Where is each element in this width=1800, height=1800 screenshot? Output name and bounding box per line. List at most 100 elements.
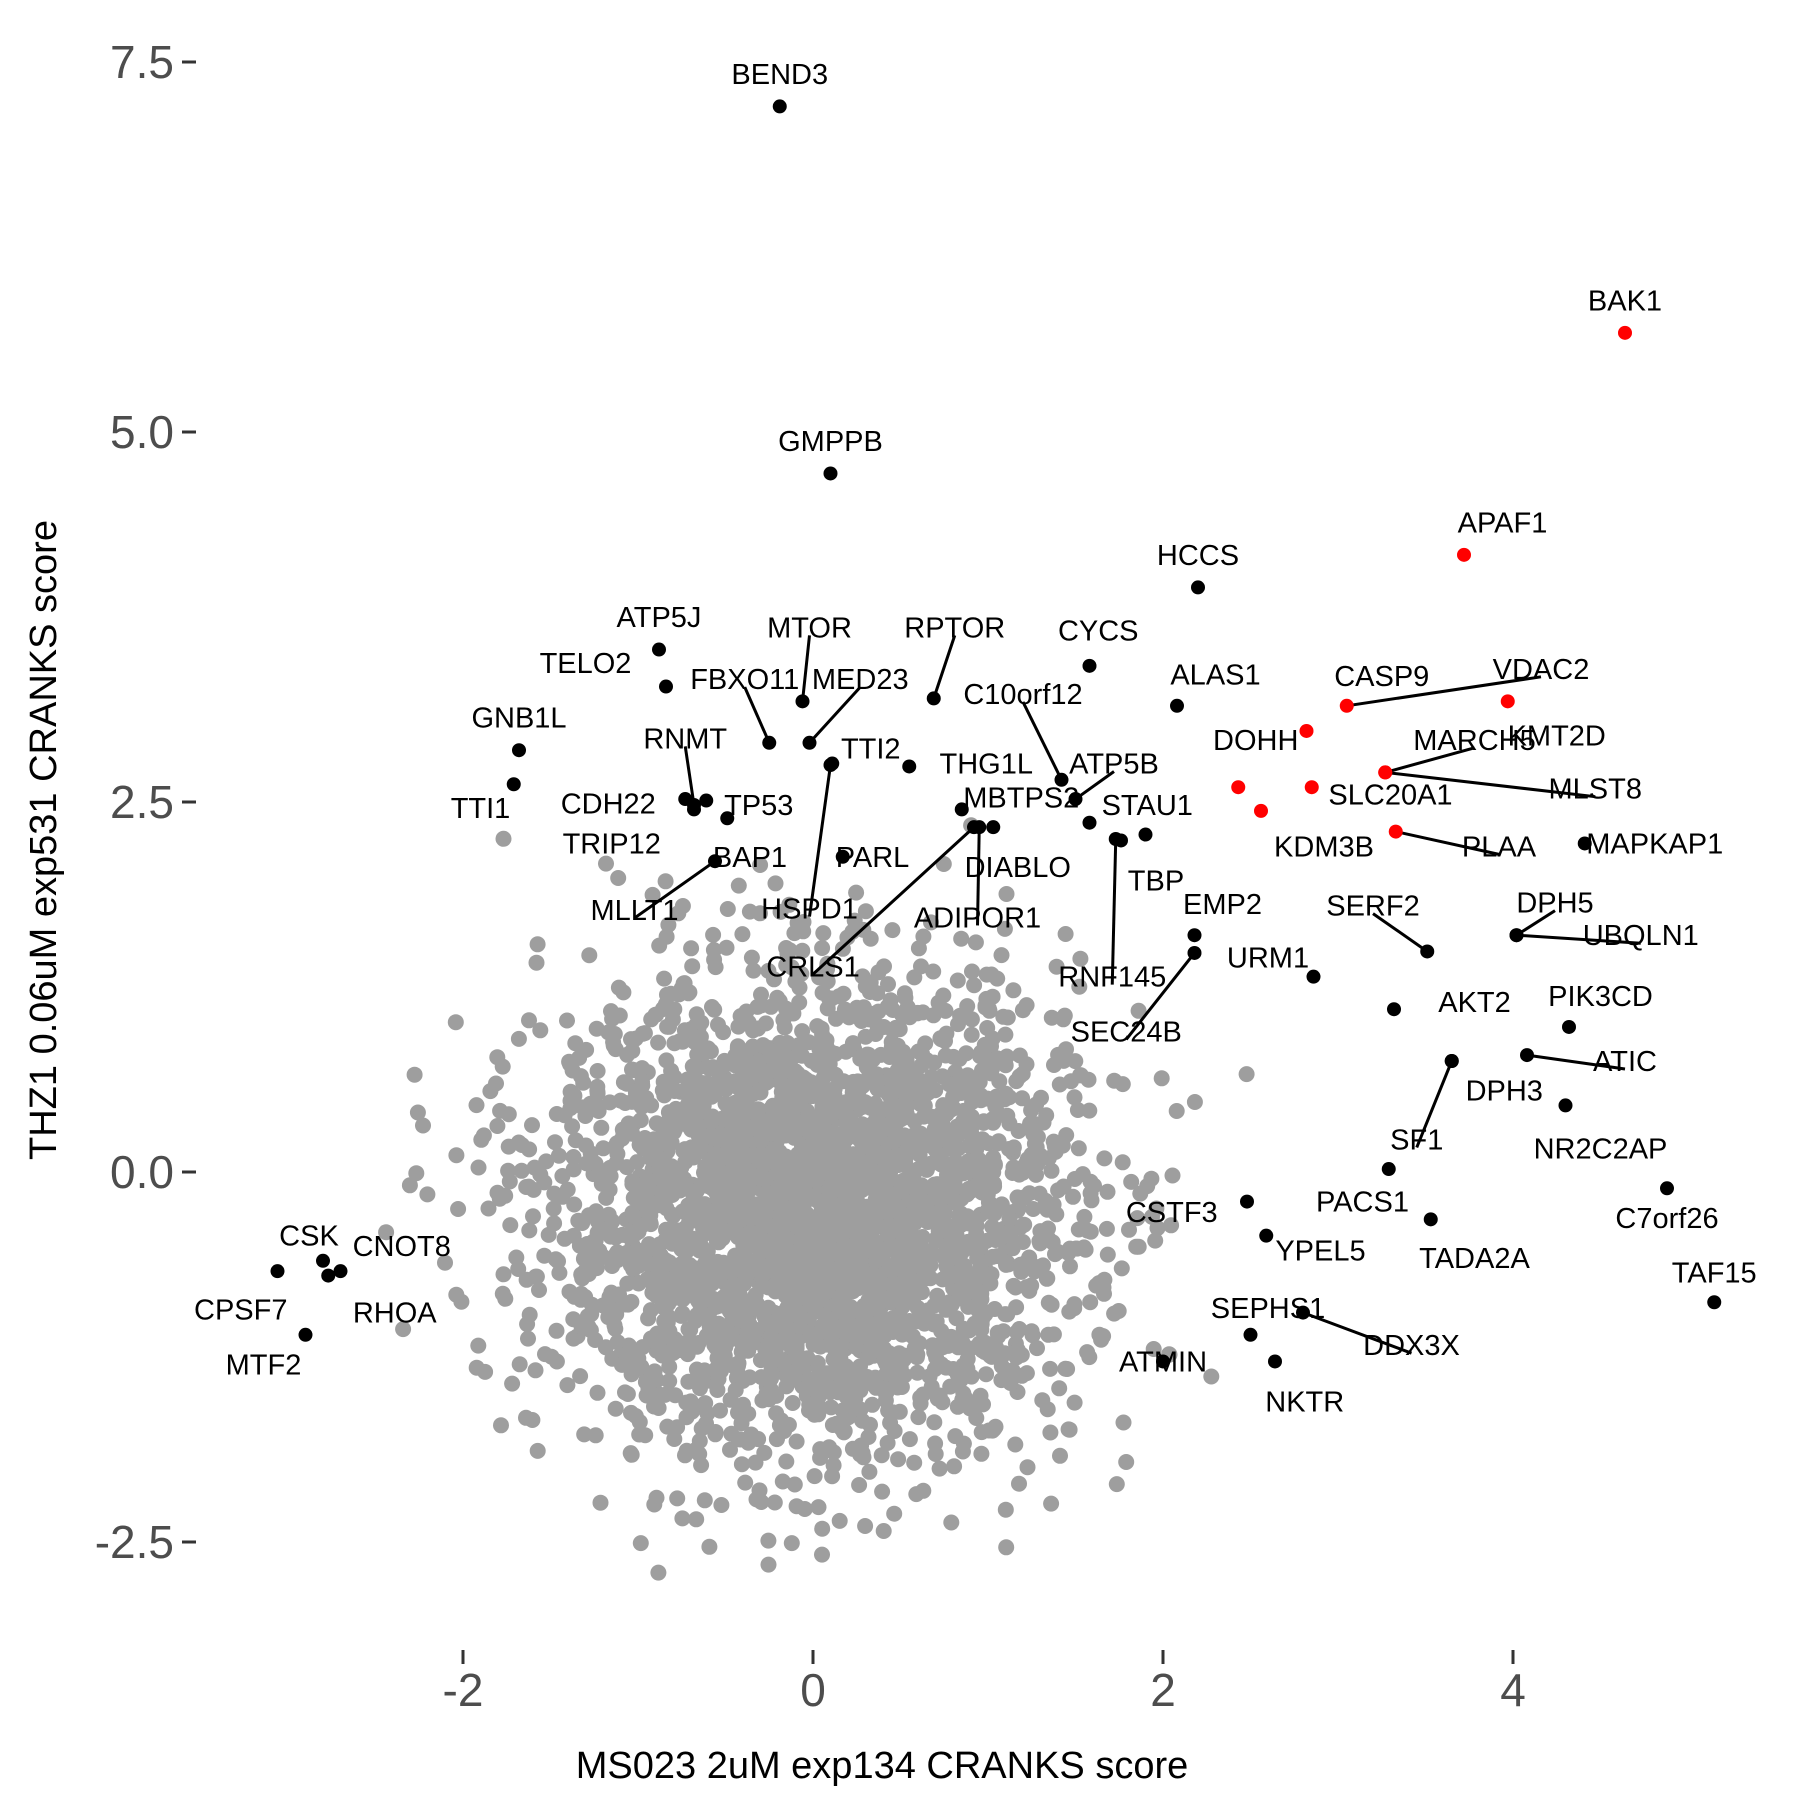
background-point: [909, 1346, 926, 1363]
background-point: [1108, 1476, 1125, 1493]
background-point: [760, 1532, 777, 1549]
background-point: [844, 1440, 861, 1457]
background-point: [822, 1130, 838, 1147]
background-point: [1018, 1056, 1035, 1073]
background-point: [923, 914, 939, 931]
x-tick-label: 4: [1500, 1664, 1526, 1716]
point-ypel5: [1259, 1228, 1274, 1243]
background-point: [785, 1265, 802, 1282]
background-point: [721, 1146, 738, 1163]
background-point: [730, 877, 747, 894]
background-point: [450, 1201, 467, 1217]
background-point: [661, 1373, 678, 1390]
background-point: [620, 1115, 637, 1132]
background-point: [932, 1336, 949, 1353]
point-sf1: [1444, 1054, 1459, 1068]
background-point: [702, 1043, 719, 1060]
background-point: [890, 1451, 907, 1468]
background-point: [860, 1429, 877, 1445]
background-point: [617, 1095, 634, 1111]
background-point: [619, 1244, 635, 1261]
background-point: [415, 1117, 431, 1134]
point-cdh22: [678, 792, 693, 807]
background-point: [470, 1159, 487, 1176]
background-point: [419, 1186, 436, 1203]
background-point: [831, 1512, 848, 1529]
label-bap1: BAP1: [713, 842, 787, 874]
label-mtf2: MTF2: [226, 1349, 302, 1381]
background-point: [880, 976, 896, 993]
background-point: [663, 1062, 680, 1079]
background-point: [527, 1362, 544, 1379]
background-point: [892, 1236, 908, 1253]
background-point: [703, 1129, 720, 1145]
background-point: [933, 1128, 950, 1145]
background-point: [825, 1241, 842, 1258]
y-tick-label: 7.5: [110, 36, 174, 88]
background-point: [869, 1066, 885, 1083]
background-point: [767, 1219, 784, 1235]
background-point: [820, 1108, 837, 1125]
background-point: [604, 1225, 621, 1242]
background-point: [508, 1249, 525, 1266]
x-tick-label: 2: [1150, 1664, 1176, 1716]
background-point: [1014, 1090, 1031, 1107]
background-point: [987, 1232, 1004, 1248]
background-point: [999, 1009, 1016, 1026]
background-point: [784, 1175, 801, 1192]
background-point: [979, 1020, 996, 1036]
background-point: [819, 1283, 836, 1300]
background-point: [638, 1185, 655, 1202]
background-point: [823, 1399, 840, 1416]
label-cnot8: CNOT8: [353, 1231, 451, 1263]
background-point: [504, 1375, 521, 1392]
background-point: [776, 1019, 793, 1036]
leader-sec24b: [1125, 952, 1196, 1041]
background-point: [619, 1275, 636, 1292]
background-point: [692, 1028, 709, 1045]
background-point: [1072, 950, 1089, 967]
background-point: [619, 1046, 636, 1063]
point-bend3: [772, 99, 787, 114]
background-point: [1129, 1210, 1146, 1227]
background-point: [926, 1297, 943, 1314]
background-point: [840, 1126, 857, 1143]
background-point: [802, 1138, 818, 1155]
background-point: [938, 1025, 955, 1042]
label-mapkap1: MAPKAP1: [1586, 828, 1723, 860]
label-apaf1: APAF1: [1458, 507, 1548, 539]
point-atp5j: [652, 642, 666, 657]
background-point: [903, 1253, 919, 1270]
background-point: [955, 1435, 972, 1452]
background-point: [583, 1306, 600, 1323]
label-atp5b: ATP5B: [1069, 749, 1159, 781]
background-point: [1040, 1294, 1057, 1311]
point-crls1: [967, 820, 981, 835]
background-point: [634, 1077, 651, 1094]
background-point: [406, 1066, 423, 1083]
background-point: [848, 884, 865, 901]
background-point: [610, 870, 627, 886]
background-point: [884, 922, 901, 939]
background-point: [1123, 1173, 1140, 1190]
point-cnot8: [333, 1264, 348, 1279]
background-point: [967, 934, 984, 951]
leader-med23: [808, 686, 862, 744]
background-point: [1238, 1066, 1255, 1083]
background-point: [480, 1200, 497, 1217]
background-point: [518, 1409, 534, 1426]
label-hspd1: HSPD1: [761, 894, 858, 926]
background-point: [1031, 1185, 1048, 1202]
background-point: [657, 873, 674, 890]
background-point: [929, 1390, 946, 1407]
background-point: [865, 1372, 882, 1388]
background-point: [670, 905, 687, 922]
background-point: [745, 962, 762, 979]
background-point: [767, 1047, 784, 1064]
background-point: [1042, 1360, 1059, 1377]
background-point: [688, 1006, 705, 1023]
label-serf2: SERF2: [1326, 891, 1419, 923]
background-point: [928, 1313, 945, 1330]
background-point: [898, 1088, 915, 1105]
background-point: [592, 1494, 609, 1511]
